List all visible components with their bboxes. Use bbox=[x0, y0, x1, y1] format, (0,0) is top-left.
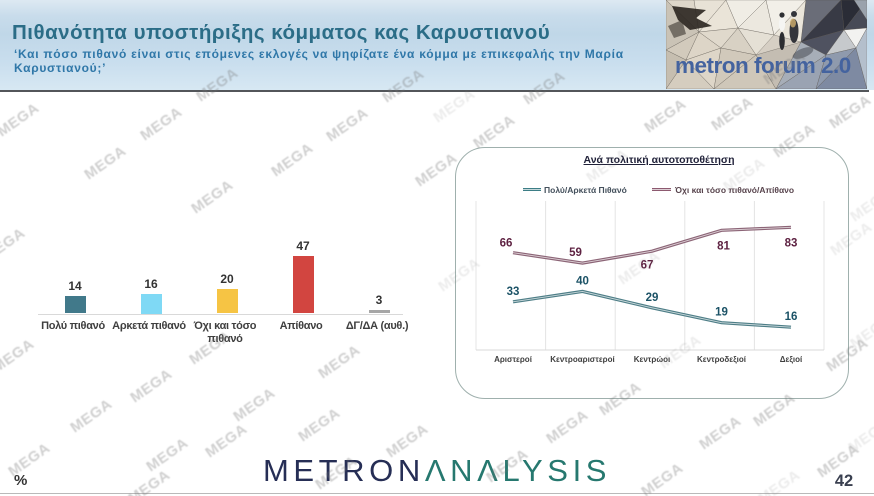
svg-text:29: 29 bbox=[646, 292, 659, 304]
svg-text:Αριστεροί: Αριστεροί bbox=[494, 355, 532, 364]
svg-text:33: 33 bbox=[507, 286, 520, 298]
svg-text:83: 83 bbox=[785, 237, 798, 249]
svg-text:19: 19 bbox=[715, 307, 728, 319]
svg-text:metron forum 2.0: metron forum 2.0 bbox=[675, 53, 851, 78]
svg-text:Κεντροδεξιοί: Κεντροδεξιοί bbox=[697, 355, 746, 364]
svg-text:Κεντροαριστεροί: Κεντροαριστεροί bbox=[550, 355, 614, 364]
svg-text:Κεντρώοι: Κεντρώοι bbox=[634, 355, 670, 364]
svg-text:67: 67 bbox=[641, 260, 654, 272]
svg-text:Δεξιοί: Δεξιοί bbox=[780, 355, 802, 364]
svg-text:81: 81 bbox=[717, 240, 730, 252]
svg-text:40: 40 bbox=[576, 275, 589, 287]
svg-text:66: 66 bbox=[500, 238, 513, 250]
svg-text:59: 59 bbox=[569, 247, 582, 259]
svg-text:16: 16 bbox=[785, 311, 798, 323]
